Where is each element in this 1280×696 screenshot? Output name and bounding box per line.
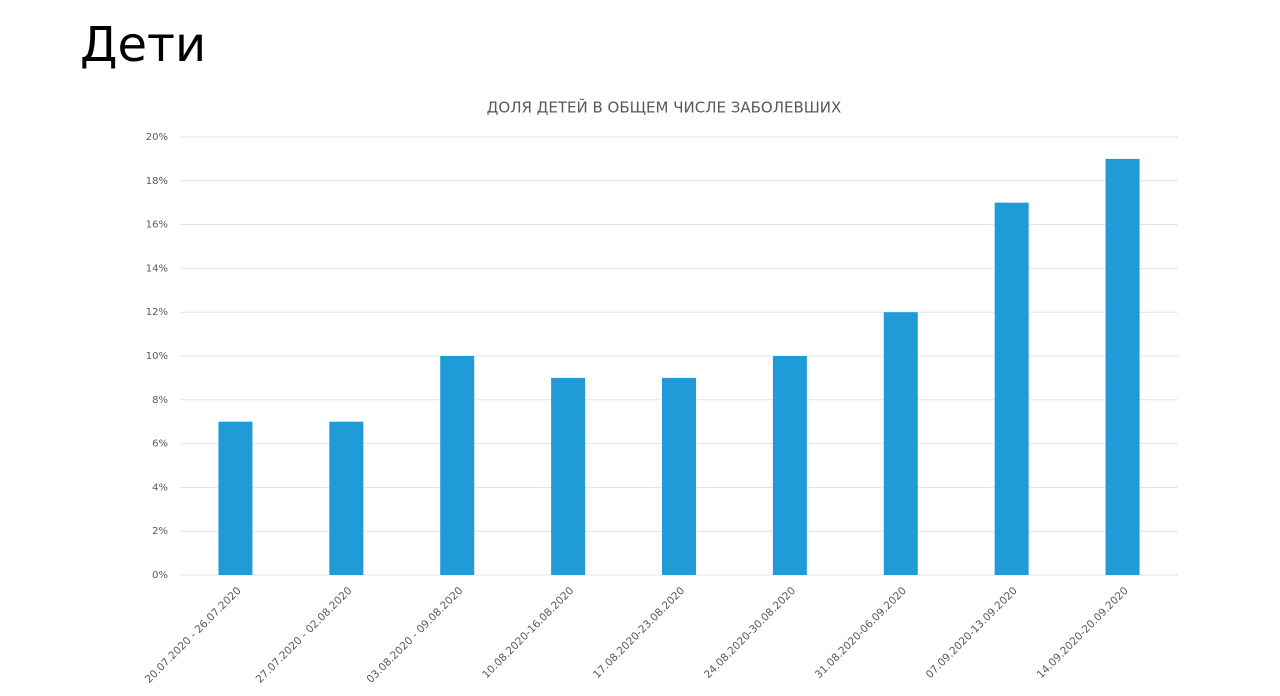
y-tick-label: 0% — [152, 570, 168, 581]
bar — [883, 312, 918, 575]
y-tick-label: 20% — [146, 132, 168, 143]
bar — [994, 202, 1029, 575]
x-tick-label: 24.08.2020-30.08.2020 — [702, 585, 798, 681]
y-tick-label: 10% — [146, 351, 168, 362]
y-tick-label: 2% — [152, 526, 168, 537]
x-tick-label: 03.08.2020 - 09.08.2020 — [365, 585, 466, 686]
bar — [1105, 158, 1140, 575]
page-heading: Дети — [80, 17, 206, 73]
bar — [772, 356, 807, 575]
x-tick-label: 10.08.2020-16.08.2020 — [480, 585, 576, 681]
y-tick-label: 18% — [146, 176, 168, 187]
x-tick-label: 07.09.2020-13.09.2020 — [924, 585, 1020, 681]
y-tick-label: 14% — [146, 263, 168, 274]
y-tick-label: 16% — [146, 220, 168, 231]
x-tick-label: 14.09.2020-20.09.2020 — [1035, 585, 1131, 681]
chart-title: ДОЛЯ ДЕТЕЙ В ОБЩЕМ ЧИСЛЕ ЗАБОЛЕВШИХ — [487, 98, 842, 117]
bar — [662, 377, 696, 575]
x-tick-label: 17.08.2020-23.08.2020 — [591, 585, 687, 681]
y-tick-label: 4% — [152, 482, 168, 493]
x-tick-label: 27.07.2020 - 02.08.2020 — [254, 585, 355, 686]
y-tick-label: 6% — [152, 439, 168, 450]
y-tick-label: 8% — [152, 395, 168, 406]
x-tick-label: 31.08.2020-06.09.2020 — [813, 585, 909, 681]
bar — [329, 421, 364, 575]
x-tick-label: 20.07.2020 - 26.07.2020 — [143, 585, 244, 686]
bar — [440, 356, 475, 575]
bar — [218, 421, 253, 575]
bar — [551, 377, 586, 575]
y-tick-label: 12% — [146, 307, 168, 318]
